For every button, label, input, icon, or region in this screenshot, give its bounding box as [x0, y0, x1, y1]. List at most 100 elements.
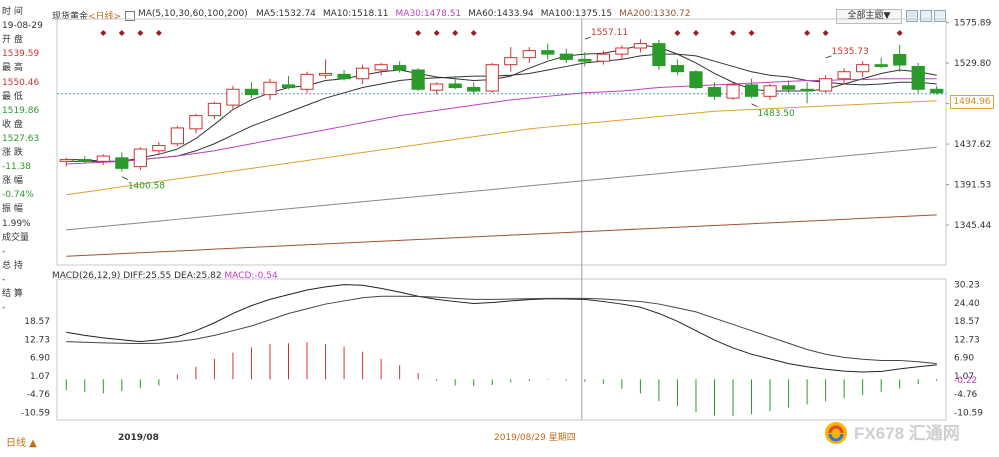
candle-body-27	[559, 53, 573, 60]
candle-body-20	[430, 83, 444, 91]
candle-body-24	[504, 57, 518, 66]
candle-body-19	[411, 69, 425, 90]
quote-field-8: 收 盘	[2, 119, 23, 130]
candle-body-5	[152, 145, 166, 152]
candle-body-16	[355, 67, 370, 80]
annotation-label-3: 1535.73	[832, 47, 869, 57]
quote-field-13: -0.74%	[2, 190, 34, 201]
signal-marker-3	[155, 30, 162, 36]
signal-marker-9	[692, 30, 699, 36]
quote-field-5: 1550.46	[2, 77, 40, 88]
quote-field-2: 开 盘	[2, 35, 23, 46]
theme-select-button[interactable]: 全部主题▼	[836, 9, 902, 24]
price-tick-label-4: 1391.53	[954, 181, 991, 191]
macd-header-part-2: DEA:25.82	[171, 271, 221, 281]
macd-right-tick-6: -0.22	[954, 376, 977, 386]
ma-values: MA5:1532.74 MA10:1518.11 MA30:1478.51 MA60:…	[256, 9, 698, 19]
candle-body-40	[800, 88, 814, 92]
price-tick-label-3: 1437.62	[954, 140, 991, 150]
candle-body-47	[930, 88, 944, 94]
candle-body-35	[707, 87, 722, 97]
current-price-tag: 1494.96	[950, 95, 994, 109]
candle-body-22	[467, 87, 481, 92]
logo-text: FX678 汇通网	[854, 424, 960, 443]
ma-line-ma5	[66, 44, 937, 162]
x-axis-label-0: 2019/08	[118, 433, 159, 443]
candle-body-39	[781, 85, 796, 90]
instrument-title: 现货黄金<日线>	[52, 9, 121, 22]
macd-right-tick-3: 12.73	[954, 335, 980, 345]
ma-value-1: MA10:1518.11	[322, 9, 389, 19]
candle-body-32	[652, 43, 666, 67]
diff-line	[66, 284, 937, 373]
quote-field-0: 时 间	[2, 7, 23, 17]
candle-body-9	[226, 88, 240, 106]
quote-info-panel: 时 间 19-08-29 开 盘 1539.59 最 高 1550.46 最 低 1519.8…	[0, 0, 52, 330]
signal-marker-5	[433, 30, 440, 36]
price-tick-label-1: 1529.80	[954, 59, 991, 69]
macd-right-tick-0: 30.23	[954, 281, 980, 291]
signal-marker-7	[470, 30, 477, 36]
macd-right-tick-4: 6.90	[954, 354, 974, 364]
signal-marker-4	[415, 30, 422, 36]
indicator-icon[interactable]	[125, 11, 135, 21]
ma-parameters: MA(5,10,30,60,100,200)	[138, 9, 248, 19]
dea-line	[66, 295, 937, 365]
signal-marker-8	[674, 30, 681, 36]
price-tick-label-0: 1575.89	[954, 19, 991, 29]
quote-field-17: -	[2, 246, 6, 257]
quote-field-11: -11.38	[2, 162, 32, 173]
macd-left-tick-0: 18.57	[24, 317, 50, 327]
macd-left-tick-1: 12.73	[24, 335, 50, 345]
candle-body-41	[819, 78, 833, 92]
ma-line-ma30	[66, 78, 937, 165]
candle-body-46	[911, 65, 925, 90]
quote-field-15: 1.99%	[2, 218, 31, 229]
macd-right-tick-8: -10.59	[954, 408, 983, 418]
candle-body-34	[689, 71, 703, 89]
signal-marker-1	[118, 30, 125, 36]
signal-marker-0	[100, 30, 107, 36]
candle-body-33	[670, 65, 685, 73]
macd-header-part-1: DIFF:25.55	[120, 271, 171, 281]
signal-marker-6	[452, 30, 459, 36]
ma-line-ma10	[66, 53, 937, 162]
annotation-label-0: 1400.58	[128, 182, 165, 192]
quote-field-6: 最 低	[2, 91, 23, 102]
quote-field-7: 1519.86	[2, 105, 40, 116]
period-switch-button[interactable]: 日线 ▲	[6, 438, 37, 449]
ma-line-ma100	[66, 146, 937, 231]
macd-left-tick-4: -4.76	[27, 390, 51, 400]
candle-body-38	[763, 85, 777, 97]
quote-field-12: 涨 幅	[2, 176, 23, 187]
quote-field-21: -	[2, 303, 6, 314]
ma-value-5: MA200:1330.72	[619, 9, 691, 19]
macd-right-tick-5: 1.07	[954, 372, 974, 382]
fx678-logo: FX678 汇通网	[822, 418, 992, 448]
x-axis-label-1: 2019/08/29 星期四	[494, 432, 576, 443]
annotation-label-2: 1483.50	[758, 109, 795, 119]
candle-body-21	[448, 83, 462, 89]
ma-line-ma200	[66, 214, 937, 257]
candle-body-3	[115, 157, 129, 169]
candle-body-4	[133, 148, 147, 168]
macd-header-part-0: MACD(26,12,9)	[52, 271, 120, 281]
candle-body-25	[522, 50, 536, 59]
quote-field-4: 最 高	[2, 63, 23, 74]
macd-right-tick-7: -4.76	[954, 390, 978, 400]
macd-header-part-3: MACD:-0.54	[222, 271, 278, 281]
quote-field-16: 成交量	[2, 232, 30, 243]
macd-right-tick-1: 24.40	[954, 299, 980, 309]
macd-left-tick-3: 1.07	[30, 372, 50, 382]
candle-body-2	[96, 155, 110, 162]
quote-field-9: 1527.63	[2, 133, 40, 144]
candle-body-37	[744, 84, 759, 97]
instrument-name: 现货黄金	[52, 12, 89, 22]
macd-left-tick-2: 6.90	[30, 354, 50, 364]
annotation-label-1: 1557.11	[591, 28, 628, 38]
ma-value-4: MA100:1375.15	[540, 9, 613, 19]
candle-body-6	[170, 127, 184, 145]
signal-marker-10	[730, 30, 737, 36]
